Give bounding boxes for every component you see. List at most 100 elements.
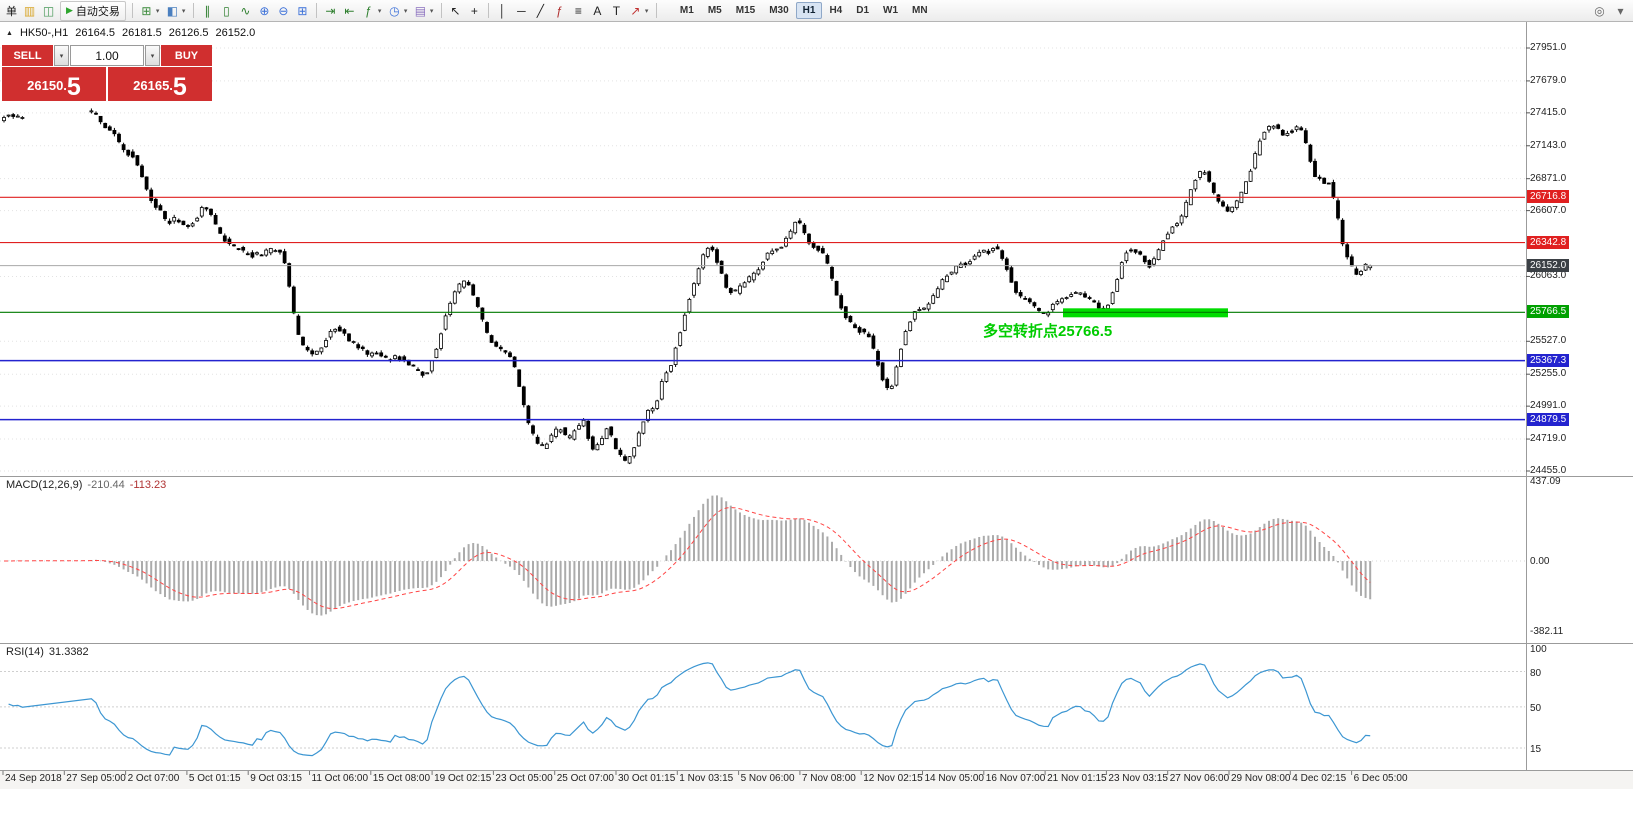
- time-axis-label: 5 Oct 01:15: [188, 773, 241, 784]
- zoom-out-icon[interactable]: ⊖: [278, 3, 289, 18]
- toolbar-separator: [487, 3, 489, 18]
- timeframe-h1[interactable]: H1: [795, 2, 823, 19]
- rsi-axis-label: 100: [1530, 644, 1547, 655]
- timeframe-d1[interactable]: D1: [856, 5, 870, 16]
- toolbar-separator: [315, 3, 317, 18]
- volume-decrease-button[interactable]: ▾: [54, 45, 69, 66]
- current-price-label: 26152.0: [1527, 258, 1570, 272]
- price-line-label[interactable]: 26342.8: [1527, 235, 1570, 249]
- time-axis-label: 11 Oct 06:00: [311, 773, 369, 784]
- text-icon[interactable]: A: [593, 3, 602, 18]
- channel-icon[interactable]: ≡: [574, 3, 582, 18]
- shapes-icon[interactable]: ↗: [630, 3, 641, 18]
- price-tick-label: 27951.0: [1530, 42, 1567, 53]
- search-chart-icon[interactable]: ◎: [1594, 3, 1605, 18]
- macd-label: MACD(12,26,9): [6, 479, 83, 491]
- collapse-marker-icon[interactable]: ▲: [6, 29, 13, 37]
- price-tick-label: 26871.0: [1530, 172, 1567, 184]
- indicators-icon[interactable]: ƒ: [365, 3, 372, 18]
- price-line-label[interactable]: 26716.8: [1527, 190, 1570, 204]
- macd-value-2: -113.23: [129, 479, 167, 491]
- dropdown-caret-icon[interactable]: ▾: [155, 7, 160, 15]
- chart-header: ▲ HK50-,H1 26164.5 26181.5 26126.5 26152…: [6, 27, 255, 39]
- fibonacci-icon[interactable]: ƒ: [556, 3, 563, 18]
- toolbar-options-icon[interactable]: ▾: [1617, 3, 1624, 18]
- dropdown-caret-icon[interactable]: ▾: [429, 7, 434, 15]
- price-tick-label: 24455.0: [1530, 465, 1567, 476]
- time-axis-label: 23 Oct 05:00: [495, 773, 553, 784]
- price-line-label[interactable]: 24879.5: [1527, 412, 1570, 426]
- crosshair-icon[interactable]: +: [470, 3, 478, 18]
- price-line-label[interactable]: 25367.3: [1527, 353, 1570, 367]
- rsi-value: 31.3382: [48, 646, 89, 658]
- auto-trading-button-label: 自动交易: [75, 5, 120, 18]
- buy-price-pip: 5: [172, 73, 187, 101]
- time-axis-label: 4 Dec 02:15: [1292, 773, 1347, 784]
- time-axis-label: 29 Nov 08:00: [1231, 773, 1291, 784]
- buy-price-button[interactable]: 26165. 5: [108, 67, 212, 101]
- trendline-icon[interactable]: ╱: [536, 3, 545, 18]
- timeframe-m5[interactable]: M5: [707, 5, 722, 16]
- label-icon[interactable]: T: [612, 3, 621, 18]
- toolbar-separator: [131, 3, 133, 18]
- line-chart-icon[interactable]: ∿: [240, 3, 251, 18]
- bar-chart-icon[interactable]: ∥: [204, 3, 211, 18]
- time-axis-label: 15 Oct 08:00: [372, 773, 431, 784]
- price-tick-label: 26063.0: [1530, 270, 1567, 282]
- dropdown-caret-icon[interactable]: ▾: [644, 7, 649, 15]
- new-chart-icon[interactable]: ⊞: [141, 3, 152, 18]
- symbol-title: HK50-,H1: [19, 27, 69, 39]
- chart-shift-icon[interactable]: ⇤: [344, 3, 355, 18]
- periods-icon[interactable]: ◷: [389, 3, 400, 18]
- cursor-icon[interactable]: ↖: [450, 3, 461, 18]
- horizontal-line-icon[interactable]: ─: [517, 3, 526, 18]
- rsi-axis-label: 15: [1530, 743, 1542, 755]
- grid-icon[interactable]: ⊞: [297, 3, 308, 18]
- auto-trading-icon: ▶: [66, 5, 73, 15]
- time-axis-label: 6 Dec 05:00: [1353, 773, 1408, 784]
- market-watch-icon[interactable]: ▥: [23, 3, 36, 18]
- price-tick-label: 27143.0: [1530, 139, 1567, 151]
- time-axis-label: 5 Nov 06:00: [740, 773, 795, 784]
- profiles-icon[interactable]: ◧: [166, 3, 179, 18]
- dropdown-caret-icon[interactable]: ▾: [403, 7, 408, 15]
- timeframe-toolbar: M1 M5 M15 M30 H1 H4 D1 W1 MN: [673, 2, 935, 19]
- toolbar-right-group: ◎ ▾: [1590, 2, 1630, 20]
- price-tick-label: 24991.0: [1530, 400, 1567, 412]
- time-axis-label: 21 Nov 01:15: [1047, 773, 1107, 784]
- auto-trading-button[interactable]: ▶ 自动交易: [60, 0, 126, 21]
- toolbar-separator: [440, 3, 442, 18]
- price-tick-label: 24719.0: [1530, 433, 1567, 445]
- price-tick-label: 25527.0: [1530, 335, 1567, 347]
- dropdown-caret-icon[interactable]: ▾: [377, 7, 382, 15]
- timeframe-m15[interactable]: M15: [735, 5, 756, 16]
- new-order-button[interactable]: 单: [6, 5, 17, 18]
- templates-icon[interactable]: ▤: [414, 3, 427, 18]
- time-axis-label: 24 Sep 2018: [5, 773, 62, 784]
- timeframe-m30[interactable]: M30: [769, 5, 789, 16]
- timeframe-h4[interactable]: H4: [829, 5, 843, 16]
- main-toolbar: 单 ▥ ◫ ▶ 自动交易 ⊞ ▾ ◧ ▾ ∥ ▯ ∿ ⊕ ⊖ ⊞ ⇥ ⇤ ƒ ▾ ◷ ▾ ▤ ▾ ↖ + │ ─ ╱ ƒ ≡ A T ↗ ▾ M1 M…: [0, 0, 1633, 22]
- time-axis-label: 14 Nov 05:00: [924, 773, 985, 784]
- buy-button[interactable]: BUY: [161, 45, 212, 66]
- timeframe-w1[interactable]: W1: [883, 5, 899, 16]
- timeframe-m1[interactable]: M1: [679, 5, 694, 16]
- zoom-in-icon[interactable]: ⊕: [259, 3, 270, 18]
- dropdown-caret-icon[interactable]: ▾: [181, 7, 186, 15]
- volume-input[interactable]: 1.00: [70, 45, 144, 66]
- buy-price-main: 26165.: [133, 78, 173, 93]
- rsi-layer: [8, 662, 1371, 757]
- volume-increase-button[interactable]: ▾: [145, 45, 160, 66]
- sell-price-button[interactable]: 26150. 5: [2, 67, 106, 101]
- timeframe-mn[interactable]: MN: [912, 5, 928, 16]
- one-click-trading-panel: SELL ▾ 1.00 ▾ BUY 26150. 5 26165. 5: [2, 45, 212, 101]
- price-line-label[interactable]: 25766.5: [1527, 305, 1570, 319]
- sell-button[interactable]: SELL: [2, 45, 53, 66]
- candlestick-chart-icon[interactable]: ▯: [223, 3, 230, 18]
- vertical-line-icon[interactable]: │: [498, 3, 507, 18]
- price-tick-label: 26607.0: [1530, 204, 1567, 216]
- navigator-icon[interactable]: ◫: [42, 3, 55, 18]
- auto-scroll-icon[interactable]: ⇥: [325, 3, 336, 18]
